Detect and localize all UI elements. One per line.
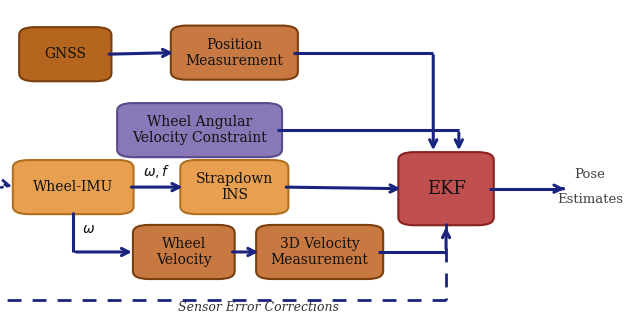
Text: Sensor Error Corrections: Sensor Error Corrections xyxy=(178,301,339,315)
FancyBboxPatch shape xyxy=(19,27,111,81)
Text: Pose: Pose xyxy=(574,168,605,181)
FancyBboxPatch shape xyxy=(256,225,383,279)
Text: Strapdown
INS: Strapdown INS xyxy=(196,172,273,202)
Text: Position
Measurement: Position Measurement xyxy=(186,38,284,68)
Text: $\omega$: $\omega$ xyxy=(83,222,95,236)
Text: Wheel Angular
Velocity Constraint: Wheel Angular Velocity Constraint xyxy=(132,115,267,145)
Text: $\omega, f$: $\omega, f$ xyxy=(143,163,171,180)
FancyBboxPatch shape xyxy=(13,160,134,214)
Text: EKF: EKF xyxy=(426,180,465,198)
FancyBboxPatch shape xyxy=(398,152,494,225)
FancyBboxPatch shape xyxy=(117,103,282,157)
Text: Wheel
Velocity: Wheel Velocity xyxy=(156,237,212,267)
Text: Wheel-IMU: Wheel-IMU xyxy=(33,180,113,194)
FancyBboxPatch shape xyxy=(180,160,289,214)
FancyBboxPatch shape xyxy=(133,225,235,279)
Text: Estimates: Estimates xyxy=(557,193,623,206)
FancyBboxPatch shape xyxy=(171,25,298,80)
Text: GNSS: GNSS xyxy=(44,47,86,61)
Text: 3D Velocity
Measurement: 3D Velocity Measurement xyxy=(271,237,369,267)
